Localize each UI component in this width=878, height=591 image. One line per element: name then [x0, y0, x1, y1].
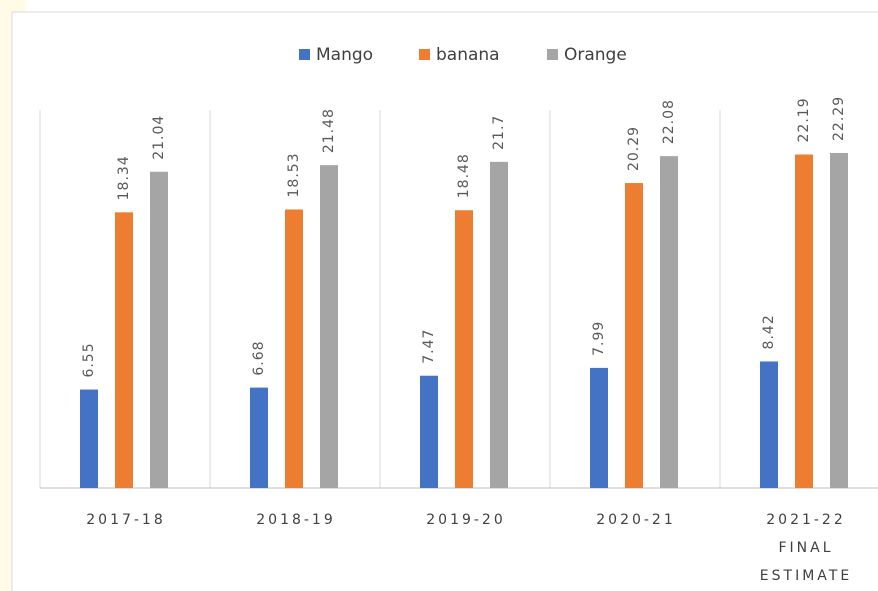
data-label: 21.04 [151, 115, 167, 160]
data-label: 22.08 [661, 99, 677, 144]
x-tick-label: 2020-21 [596, 512, 676, 528]
bar [830, 152, 848, 488]
data-label: 8.42 [761, 314, 777, 349]
data-label: 21.7 [491, 115, 507, 150]
data-label: 7.99 [591, 321, 607, 356]
bar [795, 154, 813, 488]
bar [285, 209, 303, 489]
data-label: 22.29 [831, 96, 847, 141]
bar [80, 389, 98, 488]
data-label: 6.55 [81, 342, 97, 377]
legend-label: Orange [564, 45, 627, 65]
bar [150, 171, 168, 488]
legend-label: banana [436, 45, 500, 65]
data-label: 18.48 [456, 153, 472, 198]
data-label: 6.68 [251, 340, 267, 375]
data-label: 18.53 [286, 152, 302, 197]
bar [760, 361, 778, 488]
x-tick-label: 2021-22 FINAL ESTIMATE [759, 512, 853, 584]
data-label: 18.34 [116, 155, 132, 200]
bar [420, 375, 438, 488]
bar [320, 165, 338, 489]
data-label: 22.19 [796, 97, 812, 142]
data-label: 20.29 [626, 126, 642, 171]
bar [115, 212, 133, 488]
legend-swatch [299, 49, 310, 60]
data-label: 7.47 [421, 329, 437, 364]
bar [625, 183, 643, 488]
chart-frame [11, 11, 878, 591]
x-tick-label: 2018-19 [256, 512, 336, 528]
bar [660, 156, 678, 488]
legend-swatch [419, 49, 430, 60]
bar [490, 161, 508, 488]
x-tick-label: 2017-18 [86, 512, 166, 528]
x-tick-label: 2019-20 [426, 512, 506, 528]
bar [455, 210, 473, 488]
bar [250, 387, 268, 488]
legend-label: Mango [316, 45, 373, 65]
bar [590, 367, 608, 488]
data-label: 21.48 [321, 108, 337, 153]
legend-swatch [547, 49, 558, 60]
